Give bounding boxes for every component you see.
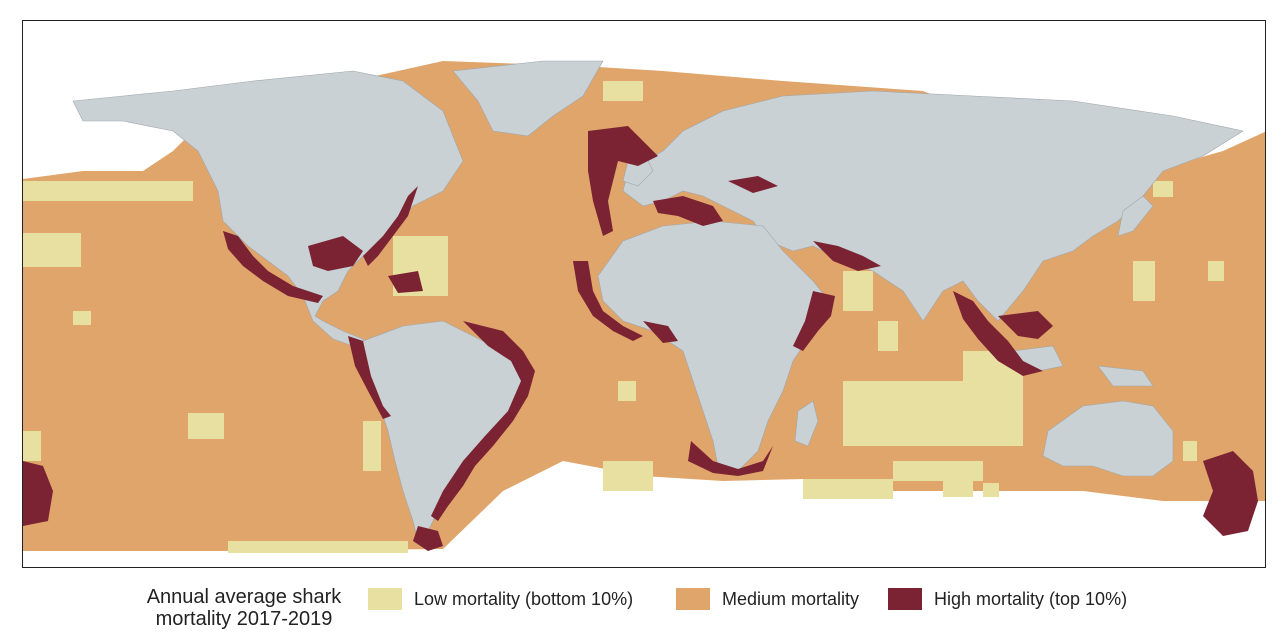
high-indonesia (953, 291, 1043, 376)
legend-title-line2: mortality 2017-2019 (155, 608, 333, 630)
legend-label-medium: Medium mortality (722, 588, 860, 609)
land-masses (72, 60, 1244, 542)
high-malaysia (998, 311, 1053, 339)
high-caribbean (388, 271, 423, 293)
high-patagonia (413, 526, 443, 551)
legend: Annual average shark mortality 2017-2019… (0, 582, 1280, 632)
new-guinea (1097, 365, 1154, 387)
high-west-africa (573, 261, 643, 341)
legend-title: Annual average shark mortality 2017-2019 (118, 586, 370, 630)
legend-swatch-high (888, 588, 922, 610)
high-mortality-zones (23, 126, 1258, 551)
legend-item-high: High mortality (top 10%) (888, 588, 1127, 610)
antarctic-no-data (23, 461, 1265, 567)
high-gulf-of-mexico (308, 236, 363, 271)
high-mexico-pacific (223, 231, 323, 303)
high-east-africa (793, 291, 835, 351)
high-gulf-of-guinea (643, 321, 678, 343)
low-mortality-patches (23, 81, 1224, 553)
legend-title-line1: Annual average shark (146, 586, 342, 608)
legend-swatch-low (368, 588, 402, 610)
legend-item-medium: Medium mortality (676, 588, 859, 610)
legend-item-low: Low mortality (bottom 10%) (368, 588, 633, 610)
map-canvas (23, 21, 1265, 567)
africa (597, 220, 834, 472)
high-south-africa (688, 441, 773, 476)
australia (1042, 400, 1174, 477)
legend-label-high: High mortality (top 10%) (934, 588, 1128, 609)
high-black-sea (728, 176, 778, 193)
legend-swatch-medium (676, 588, 710, 610)
madagascar (794, 400, 819, 447)
high-brazil-coast (431, 321, 535, 521)
north-america (72, 70, 464, 352)
high-mediterranean (653, 196, 723, 226)
eurasia (622, 90, 1244, 322)
arctic-no-data (23, 21, 1265, 181)
world-map (22, 20, 1266, 568)
high-pacific-islands (23, 461, 53, 526)
japan (1117, 195, 1154, 237)
high-south-america-west (348, 336, 391, 419)
high-west-europe (588, 126, 658, 236)
legend-label-low: Low mortality (bottom 10%) (414, 588, 634, 609)
greenland (452, 60, 604, 137)
high-arabia (813, 241, 881, 271)
high-us-east-coast (363, 186, 418, 266)
high-new-zealand (1203, 451, 1258, 536)
